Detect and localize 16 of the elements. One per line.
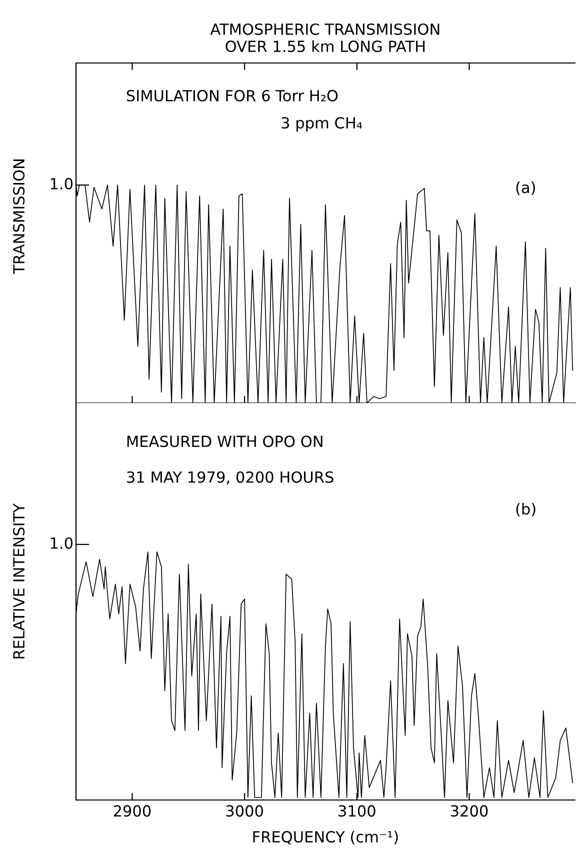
x-tick-label: 3100 <box>338 805 376 817</box>
y-axis-title: TRANSMISSION <box>13 160 25 274</box>
x-tick-label: 3000 <box>226 805 263 817</box>
text: (b) <box>516 502 536 516</box>
text: 1.0 <box>50 537 73 549</box>
x-axis-title: FREQUENCY (cm⁻¹) <box>253 830 398 844</box>
text: 31 MAY 1979, 0200 HOURS <box>127 471 334 484</box>
x-tick-label: 2900 <box>114 805 151 817</box>
text: SIMULATION FOR 6 Torr H₂O <box>126 90 338 102</box>
y-axis-title: RELATIVE INTENSITY <box>13 503 25 658</box>
x-tick-label: 3200 <box>450 805 488 817</box>
text: MEASURED WITH OPO ON <box>127 436 322 448</box>
text: 3 ppm CH₄ <box>282 117 362 132</box>
chart-title: ATMOSPHERIC TRANSMISSION OVER 1.55 km LONG PATH <box>210 23 440 52</box>
text: 1.0 <box>50 178 73 190</box>
annotation: (a) <box>516 181 535 196</box>
